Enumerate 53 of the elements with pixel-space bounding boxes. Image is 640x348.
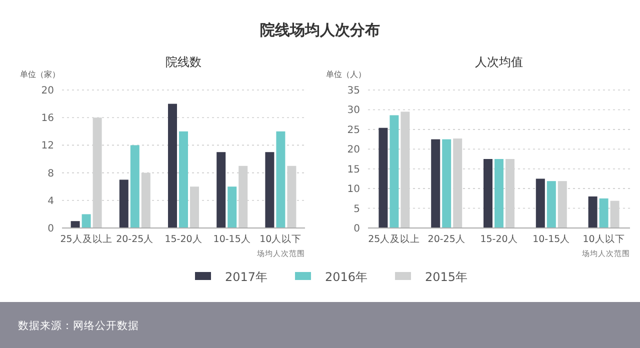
bar xyxy=(431,139,440,228)
chart-title: 院线场均人次分布 xyxy=(260,21,380,39)
y-tick-label: 5 xyxy=(354,204,360,215)
x-tick-label: 20-25人 xyxy=(428,234,466,245)
y-tick-label: 16 xyxy=(41,113,54,124)
y-tick-label: 8 xyxy=(48,168,54,180)
bar xyxy=(390,115,399,228)
y-tick-label: 30 xyxy=(347,105,360,116)
y-tick-label: 20 xyxy=(41,86,54,96)
source-note: 数据来源：网络公开数据 xyxy=(18,319,139,332)
bar xyxy=(378,128,388,228)
y-tick-label: 0 xyxy=(48,224,54,234)
bar xyxy=(442,139,452,228)
y-tick-label: 4 xyxy=(48,196,54,207)
y-tick-label: 15 xyxy=(347,164,360,176)
y-tick-label: 20 xyxy=(347,144,360,156)
bar xyxy=(588,196,598,228)
legend-label: 2016年 xyxy=(325,270,368,284)
bar xyxy=(130,145,140,228)
bar xyxy=(168,104,177,228)
y-tick-label: 12 xyxy=(41,140,54,152)
x-tick-label: 10-15人 xyxy=(532,234,570,245)
x-tick-label: 10人以下 xyxy=(260,233,302,245)
bar xyxy=(599,198,608,228)
bar xyxy=(484,159,492,228)
bar xyxy=(82,214,91,228)
chart-subtitle: 人次均值 xyxy=(475,55,523,69)
x-tick-label: 15-20人 xyxy=(164,234,202,245)
bar xyxy=(546,181,556,228)
legend-label: 2017年 xyxy=(225,270,268,284)
y-axis-title: 单位（人） xyxy=(326,70,366,79)
x-tick-label: 25人及以上 xyxy=(60,233,112,245)
legend-label: 2015年 xyxy=(425,270,468,284)
y-tick-label: 25 xyxy=(347,124,360,136)
y-axis-title: 单位（家） xyxy=(20,70,60,79)
y-tick-label: 35 xyxy=(347,86,360,96)
bar xyxy=(70,221,80,228)
bar xyxy=(276,131,286,228)
x-tick-label: 10人以下 xyxy=(582,233,625,245)
bar xyxy=(265,152,274,228)
bar xyxy=(216,152,226,228)
x-tick-label: 15-20人 xyxy=(480,234,518,245)
x-tick-label: 20-25人 xyxy=(116,234,154,245)
y-tick-label: 0 xyxy=(354,224,360,234)
chart-subtitle: 院线数 xyxy=(166,55,202,69)
x-tick-label: 10-15人 xyxy=(213,234,251,245)
y-tick-label: 10 xyxy=(347,184,360,196)
bar xyxy=(119,180,128,228)
bar xyxy=(536,178,545,228)
bar xyxy=(494,159,504,228)
x-tick-label: 25人及以上 xyxy=(368,233,420,245)
bar xyxy=(179,131,188,228)
bar xyxy=(228,186,237,228)
